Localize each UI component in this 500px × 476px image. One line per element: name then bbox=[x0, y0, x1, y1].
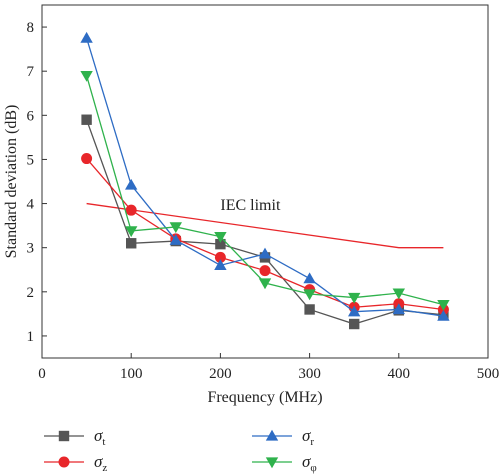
data-point bbox=[349, 318, 360, 330]
series-sigma-r bbox=[80, 31, 450, 321]
data-point bbox=[81, 153, 93, 165]
legend-item: σt bbox=[44, 426, 105, 448]
data-point bbox=[348, 292, 361, 304]
legend-label: σt bbox=[94, 426, 105, 448]
data-point bbox=[125, 178, 138, 190]
data-point bbox=[258, 247, 272, 259]
series-sigma-t bbox=[81, 114, 449, 330]
series-sigma-z bbox=[81, 153, 449, 315]
data-point bbox=[392, 288, 405, 300]
data-point bbox=[125, 204, 137, 216]
iec-limit-line bbox=[86, 202, 444, 249]
x-tick-label: 300 bbox=[298, 366, 321, 382]
plot-area: IEC limit bbox=[41, 4, 489, 359]
x-axis-title: Frequency (MHz) bbox=[207, 389, 322, 406]
data-point bbox=[304, 304, 315, 315]
iec-limit-label: IEC limit bbox=[220, 197, 281, 214]
legend-label: σz bbox=[94, 452, 107, 474]
x-tick-label: 100 bbox=[120, 366, 143, 382]
legend-item: σz bbox=[44, 452, 107, 474]
legend-swatch-marker bbox=[265, 429, 279, 441]
data-point bbox=[80, 31, 93, 43]
legend-swatch-marker bbox=[265, 457, 279, 469]
legend-swatch-marker bbox=[58, 430, 70, 442]
legend-item: σφ bbox=[252, 452, 317, 474]
legend-label: σφ bbox=[302, 452, 317, 474]
y-axis-title: Standard deviation (dB) bbox=[3, 105, 20, 259]
y-tick-label: 8 bbox=[27, 20, 35, 36]
y-tick-label: 6 bbox=[27, 108, 35, 124]
data-point bbox=[437, 309, 450, 321]
y-tick-label: 1 bbox=[27, 329, 35, 345]
data-point bbox=[392, 303, 405, 315]
data-point bbox=[214, 259, 227, 270]
plot-frame bbox=[41, 4, 489, 359]
x-tick-label: 400 bbox=[388, 366, 411, 382]
legend: σt σz σr σφ bbox=[44, 426, 317, 474]
y-tick-label: 7 bbox=[27, 64, 35, 80]
data-point bbox=[214, 251, 226, 263]
data-point bbox=[169, 233, 182, 245]
legend-swatch-marker bbox=[58, 456, 70, 468]
x-tick-label: 500 bbox=[477, 366, 500, 382]
data-point bbox=[214, 232, 227, 243]
data-point bbox=[215, 238, 226, 250]
data-point bbox=[126, 238, 137, 249]
data-point bbox=[169, 222, 182, 234]
data-point bbox=[125, 226, 138, 238]
data-point bbox=[303, 272, 316, 284]
data-point bbox=[80, 70, 93, 82]
data-point bbox=[258, 278, 272, 290]
x-tick-label: 200 bbox=[209, 366, 232, 382]
y-tick-label: 5 bbox=[27, 152, 35, 168]
data-point bbox=[303, 289, 316, 301]
legend-item: σr bbox=[252, 426, 314, 448]
series-sigma-φ bbox=[80, 70, 450, 311]
legend-label: σr bbox=[302, 426, 314, 448]
y-tick-label: 3 bbox=[27, 241, 35, 257]
x-tick-label: 0 bbox=[38, 366, 46, 382]
y-tick-label: 2 bbox=[27, 285, 35, 301]
data-point bbox=[437, 299, 450, 311]
data-point bbox=[81, 114, 92, 125]
x-axis: 0 100 200 300 400 500 bbox=[38, 353, 499, 382]
y-tick-label: 4 bbox=[27, 197, 35, 213]
y-axis: 1 2 3 4 5 6 7 8 bbox=[27, 20, 47, 345]
data-point bbox=[348, 305, 361, 317]
data-point bbox=[259, 265, 271, 277]
